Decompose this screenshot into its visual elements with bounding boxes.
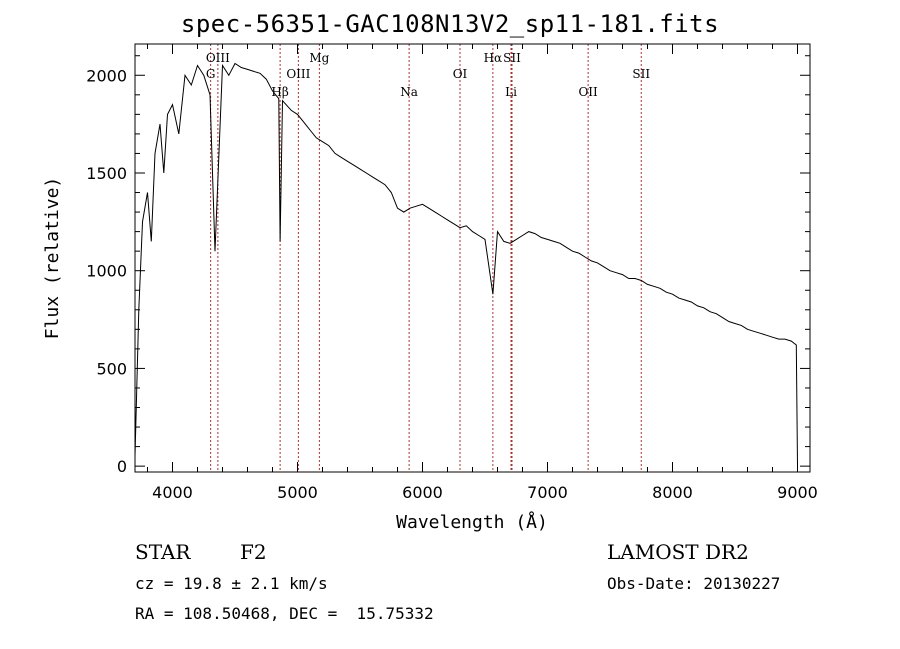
plot-frame: [134, 43, 811, 473]
spectral-line-label: OII: [578, 85, 598, 99]
chart-title: spec-56351-GAC108N13V2_sp11-181.fits: [180, 10, 720, 38]
y-axis-label: Flux (relative): [42, 177, 63, 340]
redshift-velocity: cz = 19.8 ± 2.1 km/s: [135, 574, 328, 593]
x-tick-label: 4000: [152, 483, 193, 502]
spectral-line-label: SII: [632, 67, 650, 81]
y-tick-label: 1000: [86, 262, 127, 281]
spectral-line-label: OIII: [286, 67, 310, 81]
x-tick-label: 5000: [277, 483, 318, 502]
spectral-line-label: G: [206, 67, 216, 81]
y-axis: 0 500 1000 1500 2000: [86, 55, 810, 476]
y-tick-label: 1500: [86, 164, 127, 183]
spectral-line-label: Hβ: [271, 85, 288, 99]
spectrum-line: [134, 62, 798, 467]
object-class: STAR: [135, 540, 191, 564]
x-axis: 4000 5000 6000 7000 8000 9000: [147, 44, 818, 502]
x-axis-label: Wavelength (Å): [396, 511, 548, 533]
x-tick-label: 8000: [652, 483, 693, 502]
coordinates: RA = 108.50468, DEC = 15.75332: [135, 604, 434, 623]
y-tick-label: 500: [96, 359, 127, 378]
spectral-line-label: OI: [453, 67, 468, 81]
x-tick-label: 7000: [527, 483, 568, 502]
spectral-line-label: Na: [400, 85, 418, 99]
spectral-line-label: OIII: [206, 51, 230, 65]
survey-name: LAMOST DR2: [607, 540, 749, 564]
x-tick-label: 9000: [777, 483, 818, 502]
observation-date: Obs-Date: 20130227: [607, 574, 781, 593]
y-tick-label: 2000: [86, 66, 127, 85]
spectral-line-label: Li: [505, 85, 517, 99]
spectral-line-label: SII: [503, 51, 521, 65]
x-tick-label: 6000: [402, 483, 443, 502]
spectral-line-label: Mg: [309, 51, 329, 65]
spectral-line-label: Hα: [484, 51, 503, 65]
y-tick-label: 0: [117, 457, 127, 476]
object-subclass: F2: [240, 540, 267, 564]
